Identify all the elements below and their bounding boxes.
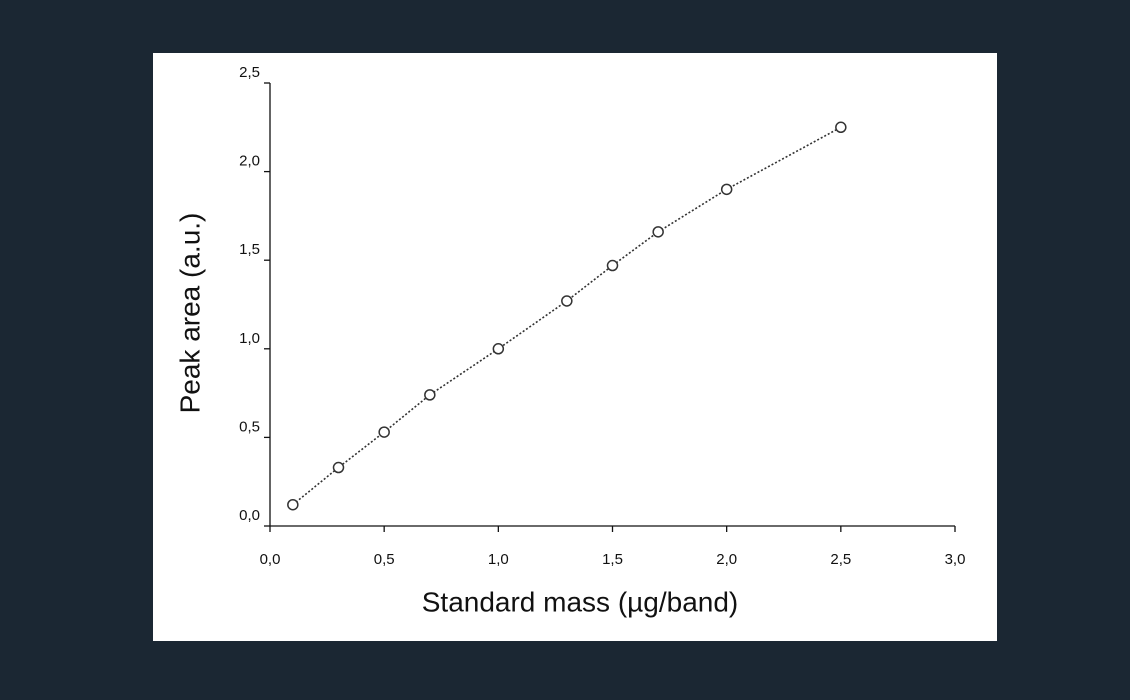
x-tick-label: 1,5 [602, 551, 623, 568]
y-tick-label: 2,5 [239, 64, 260, 81]
data-point [720, 183, 733, 196]
data-line [292, 126, 842, 506]
y-axis-title: Peak area (a.u.) [174, 213, 205, 414]
x-tick-label: 0,0 [260, 551, 281, 568]
y-tick-label: 0,0 [239, 507, 260, 524]
y-tick-label: 2,0 [239, 153, 260, 170]
data-point [332, 461, 345, 474]
x-tick-label: 2,5 [830, 551, 851, 568]
data-point [835, 121, 847, 134]
x-tick-label: 2,0 [716, 551, 737, 568]
data-point [606, 259, 619, 272]
data-point [378, 426, 390, 438]
y-tick-label: 1,0 [239, 330, 260, 347]
data-point [287, 498, 299, 511]
data-point [492, 343, 505, 355]
y-tick-label: 0,5 [239, 418, 260, 435]
x-tick-label: 0,5 [374, 551, 395, 568]
data-point [652, 226, 664, 238]
data-point [561, 295, 573, 307]
y-tick-label: 1,5 [239, 241, 260, 258]
x-tick-label: 3,0 [945, 551, 966, 568]
x-axis-title: Standard mass (µg/band) [422, 586, 739, 617]
data-point [424, 389, 436, 401]
x-tick-label: 1,0 [488, 551, 509, 568]
chart-panel [153, 53, 997, 641]
